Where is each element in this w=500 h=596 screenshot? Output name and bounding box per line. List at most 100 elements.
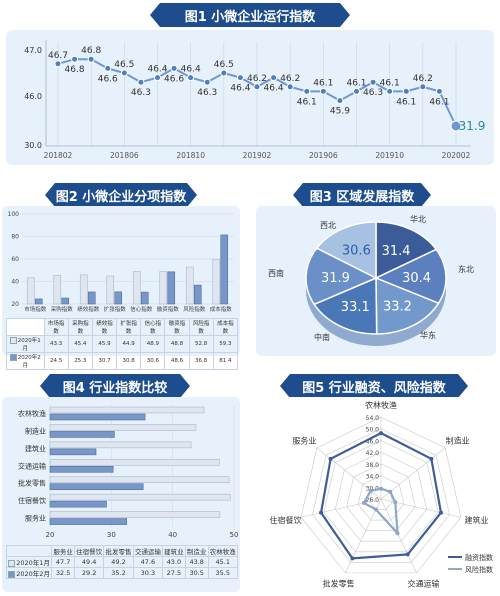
chart5-title: 图5 行业融资、风险指数 bbox=[302, 380, 446, 396]
chart4-bar-jan bbox=[49, 511, 221, 518]
chart5-r-tick-label: 38.0 bbox=[366, 462, 380, 469]
chart1-data-label: 46.2 bbox=[247, 74, 267, 84]
chart4-table-cell: 43.8 bbox=[184, 556, 209, 568]
chart3-pie-slice bbox=[374, 248, 447, 305]
chart4-data-table: 服务业 住宿餐饮 批发零售 交通运输 建筑业 制造业 农林牧渔 2020年1月 47.7 49.4… bbox=[5, 545, 239, 579]
chart2-bar-feb bbox=[61, 297, 70, 305]
chart3-slice-value-label: 30.4 bbox=[402, 271, 431, 286]
chart2-bar-jan bbox=[26, 277, 35, 305]
chart3-pie-slice bbox=[375, 221, 438, 280]
chart1-data-label: 46.8 bbox=[81, 46, 101, 56]
chart2-table-header: 风险指数 bbox=[188, 318, 214, 336]
chart2-table-cell: 48.9 bbox=[140, 335, 166, 353]
chart4-bar-feb bbox=[49, 518, 127, 525]
chart2-x-tick-label: 风险指数 bbox=[183, 305, 206, 313]
chart3-region-label: 华东 bbox=[420, 330, 436, 340]
chart4-title: 图4 行业指数比较 bbox=[62, 380, 168, 396]
chart4-x-tick-label: 50 bbox=[230, 531, 239, 539]
chart2-x-tick-label: 绩效指数 bbox=[77, 305, 100, 313]
chart5-category-label: 服务业 bbox=[292, 435, 316, 445]
chart1-data-label: 46.4 bbox=[264, 84, 284, 94]
chart3-pie-slice bbox=[313, 276, 378, 335]
chart5-r-tick-label: 42.0 bbox=[366, 450, 380, 457]
chart5-spoke bbox=[380, 498, 462, 518]
chart2-x-tick-label: 融资指数 bbox=[157, 305, 180, 313]
chart2-bar-jan bbox=[185, 266, 194, 305]
chart4-bar-jan bbox=[49, 476, 230, 484]
chart2-title-banner: 图2 小微企业分项指数 bbox=[45, 183, 197, 207]
chart1-title-banner: 图1 小微企业运行指数 bbox=[150, 3, 350, 27]
chart1-data-label: 46.6 bbox=[98, 74, 118, 84]
chart2-table-corner bbox=[6, 318, 45, 336]
chart2-data-table: 市场指数 采购指数 绩效指数 扩张指数 信心指数 融资指数 风险指数 成本指数 2020年1月 4… bbox=[6, 318, 239, 370]
chart5-r-tick-label: 54.0 bbox=[366, 415, 380, 422]
chart5-r-tick-label: 46.0 bbox=[366, 438, 380, 445]
chart5-spoke bbox=[300, 498, 382, 518]
chart5-grid-ring bbox=[323, 440, 439, 553]
chart5-panel: 54.0 50.0 46.0 42.0 38.0 34.0 30.0 26.0 农林牧渔 制造业建… bbox=[256, 397, 496, 592]
chart1-data-point bbox=[319, 87, 327, 95]
chart2-x-tick-label: 成本指数 bbox=[210, 305, 233, 313]
chart2-table-cell: 52.8 bbox=[188, 335, 214, 353]
chart2-y-tick-label: 40 bbox=[11, 279, 19, 286]
chart2-table-cell: 43.3 bbox=[43, 335, 69, 353]
chart4-title-banner: 图4 行业指数比较 bbox=[40, 374, 190, 398]
chart2-table-cell: 81.4 bbox=[212, 352, 239, 370]
chart1-y-tick-label: 47.0 bbox=[24, 46, 42, 55]
chart5-data-point bbox=[379, 431, 383, 436]
chart2-bar-feb bbox=[167, 271, 176, 305]
chart4-table-header: 农林牧渔 bbox=[207, 545, 239, 557]
chart1-x-tick-label: 201902 bbox=[243, 151, 272, 160]
chart3-panel: 31.4 华北 30.4 东北 33.2 华东 33.1 中南 31.9 西南 30.6 西北 bbox=[256, 206, 496, 356]
chart2-table-header: 绩效指数 bbox=[91, 318, 118, 336]
chart2-table-cell: 25.3 bbox=[67, 352, 93, 370]
chart4-bar-feb bbox=[49, 500, 107, 508]
chart1-x-tick-label: 201802 bbox=[44, 151, 73, 160]
chart5-data-point bbox=[379, 486, 383, 491]
chart2-bar-jan bbox=[79, 274, 88, 305]
chart5-radar-chart: 54.0 50.0 46.0 42.0 38.0 34.0 30.0 26.0 农林牧渔制造业建… bbox=[269, 400, 493, 589]
chart4-category-label: 农林牧渔 bbox=[18, 409, 46, 418]
chart4-table-corner bbox=[5, 545, 53, 557]
chart2-table-cell: 24.5 bbox=[43, 352, 69, 370]
chart5-data-point bbox=[395, 531, 400, 536]
chart4-table-cell: 32.5 bbox=[51, 567, 75, 579]
chart4-bar-feb bbox=[49, 483, 144, 491]
chart5-data-point bbox=[373, 507, 378, 512]
chart4-table-cell: 47.6 bbox=[132, 556, 164, 568]
chart5-legend-label: 风险指数 bbox=[465, 565, 493, 574]
chart1-data-point bbox=[450, 120, 462, 132]
chart1-data-point bbox=[286, 83, 294, 91]
chart4-category-label: 服务业 bbox=[25, 514, 46, 523]
chart5-data-point bbox=[405, 552, 410, 557]
chart4-table-cell: 35.5 bbox=[207, 567, 239, 579]
chart1-data-point bbox=[137, 78, 145, 86]
chart4-table-cell: 30.5 bbox=[184, 567, 209, 579]
chart3-title-banner: 图3 区域发展指数 bbox=[293, 183, 431, 207]
chart2-table-cell: 44.9 bbox=[116, 335, 142, 353]
chart1-data-point bbox=[154, 74, 161, 82]
chart1-data-point bbox=[386, 87, 394, 95]
chart2-bar-feb bbox=[193, 284, 202, 305]
chart4-category-label: 建筑业 bbox=[25, 444, 46, 453]
chart3-slice-value-label: 33.1 bbox=[341, 300, 370, 315]
chart2-table-cell: 30.6 bbox=[140, 352, 166, 370]
chart1-data-point bbox=[170, 64, 178, 72]
chart5-r-tick-label: 26.0 bbox=[366, 497, 380, 504]
chart2-panel: 100 80 60 40 20 市场指数 采购指数 绩效指数 扩张指数 信心指数 融资指数 风险指数成… bbox=[2, 206, 240, 370]
chart4-table-cell: 47.7 bbox=[51, 556, 75, 568]
chart1-data-label: 46.4 bbox=[230, 84, 250, 94]
chart2-table-header: 扩张指数 bbox=[116, 318, 142, 336]
chart4-table-row-label: 2020年1月 bbox=[5, 556, 53, 568]
chart4-bar-feb bbox=[49, 413, 146, 421]
chart1-data-point bbox=[353, 87, 360, 95]
chart1-data-label: 46.3 bbox=[197, 88, 217, 98]
chart1-data-point bbox=[435, 87, 443, 95]
chart4-x-tick-label: 40 bbox=[168, 531, 177, 539]
chart2-table-row-label: 2020年2月 bbox=[6, 352, 45, 370]
chart4-table-cell: 49.2 bbox=[103, 556, 134, 568]
chart4-table-cell: 45.1 bbox=[207, 556, 239, 568]
chart2-x-tick-label: 采购指数 bbox=[51, 305, 74, 313]
chart5-data-point bbox=[368, 488, 373, 493]
